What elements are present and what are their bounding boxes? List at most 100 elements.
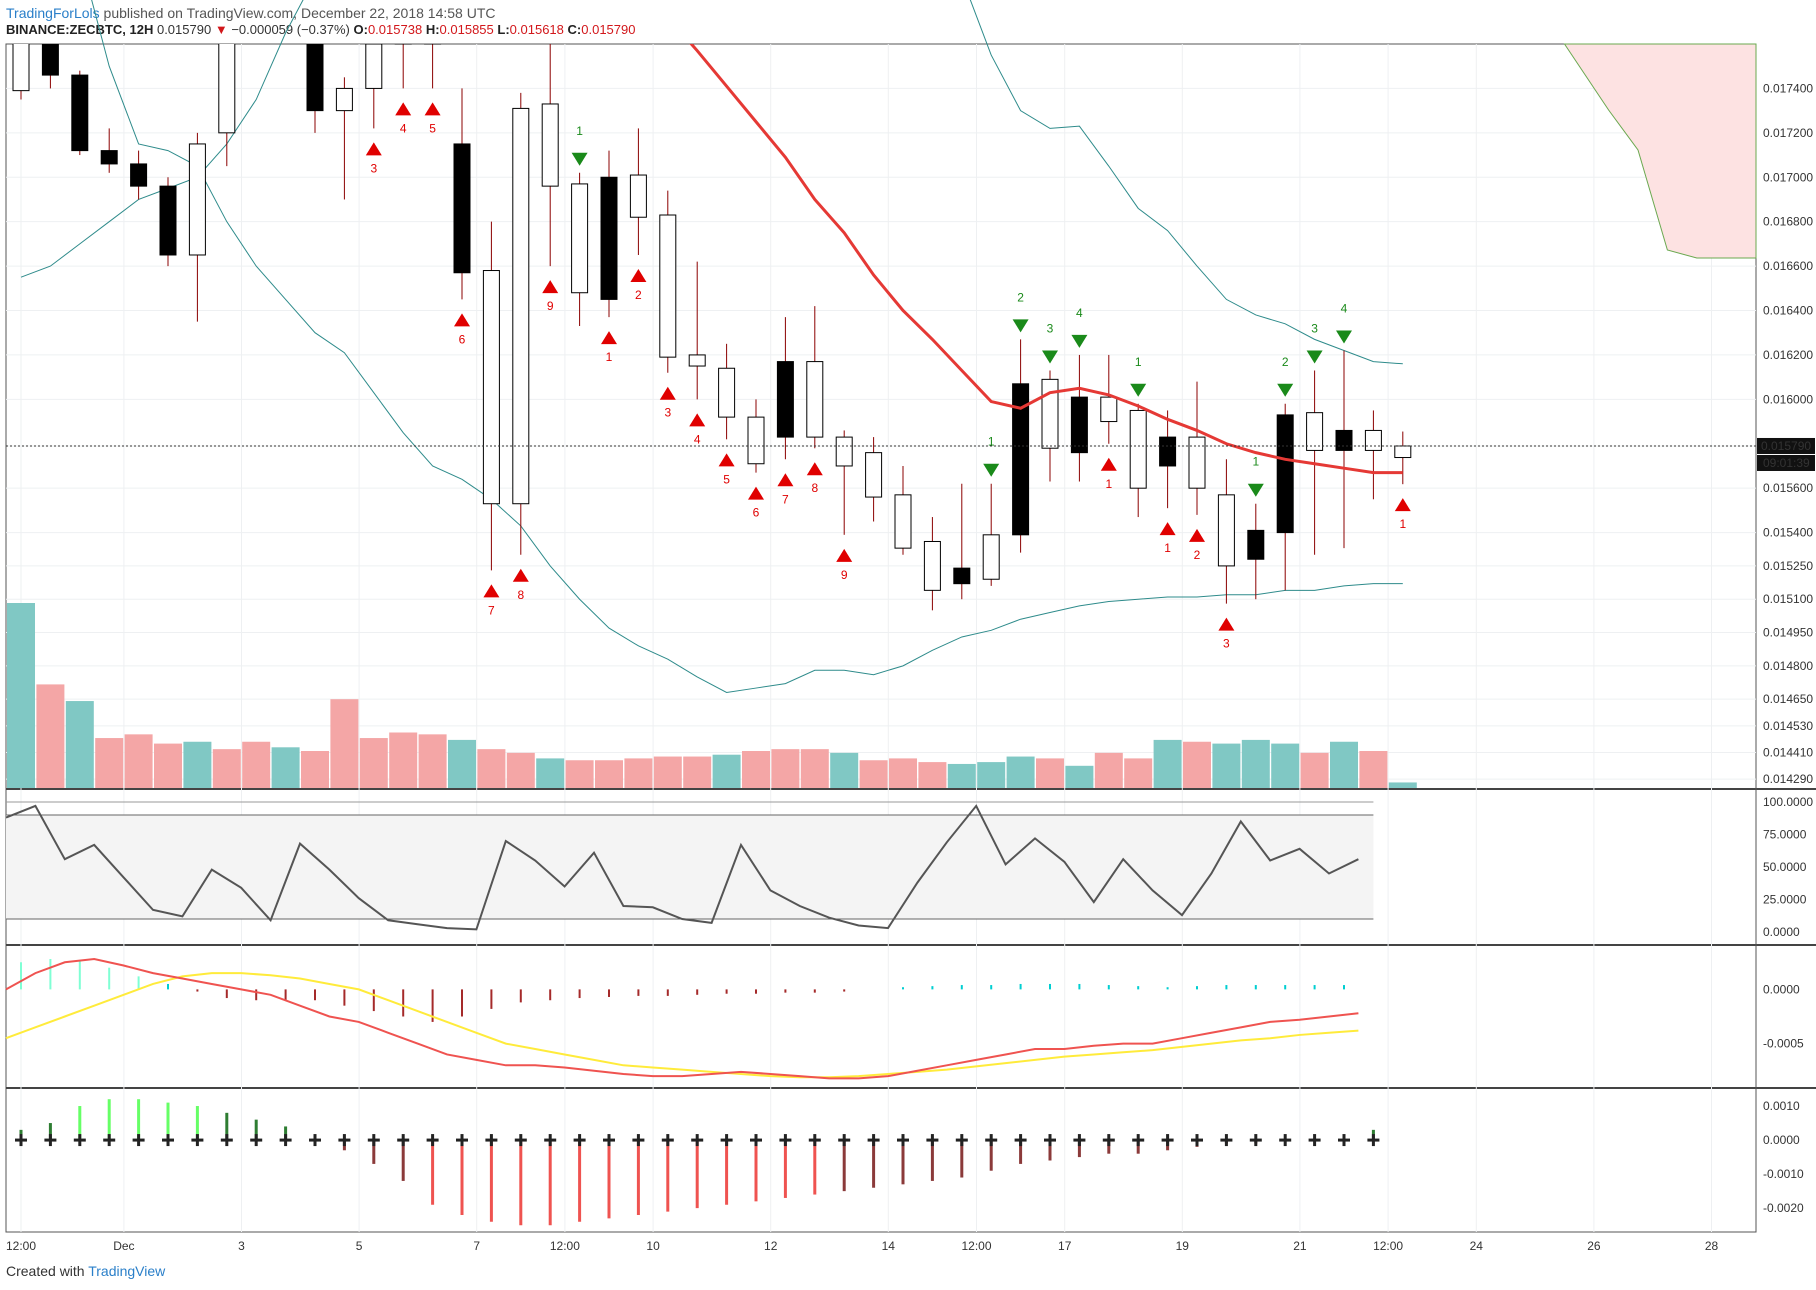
candle-body: [1159, 436, 1177, 467]
momentum-cross: [1249, 1134, 1262, 1147]
volume-bar: [1094, 752, 1123, 788]
td-buy-triangle: [1277, 383, 1294, 397]
volume-bar: [359, 738, 388, 788]
td-buy-triangle: [1012, 319, 1029, 333]
time-axis-label: 17: [1058, 1239, 1072, 1253]
candle-body: [806, 361, 824, 438]
td-buy-count: 1: [1252, 455, 1259, 469]
momentum-cross: [367, 1134, 380, 1147]
candle-body: [718, 367, 736, 418]
volume-bar: [418, 734, 447, 788]
momentum-cross: [897, 1134, 909, 1147]
candle-body: [1394, 445, 1412, 459]
candle-body: [159, 185, 177, 256]
candle-body: [100, 150, 118, 165]
td-buy-count: 4: [1076, 306, 1083, 320]
candle-body: [12, 44, 30, 92]
candle-body: [1188, 436, 1206, 489]
candle-body: [923, 540, 941, 591]
close-value: 0.015790: [581, 22, 636, 37]
stoch-tick-label: 100.0000: [1763, 795, 1813, 809]
price-tick-label: 0.015100: [1763, 592, 1813, 606]
candle-body: [1217, 494, 1235, 567]
price-tick-label: 0.014950: [1763, 626, 1813, 640]
candle-body: [659, 214, 677, 358]
volume-bar: [124, 734, 153, 788]
down-arrow-icon: ▼: [214, 22, 228, 37]
td-sell-triangle: [1189, 528, 1205, 542]
candle-body: [453, 143, 471, 274]
candle-body: [688, 354, 706, 367]
volume-bar: [1271, 743, 1300, 788]
td-sell-triangle: [601, 331, 617, 345]
candle-body: [482, 270, 500, 505]
candle-body: [424, 44, 442, 45]
price-tick-label: 0.016600: [1763, 259, 1813, 273]
momentum-cross: [103, 1134, 116, 1147]
tradingview-logo[interactable]: TradingView: [88, 1263, 166, 1279]
candle-body: [394, 44, 412, 45]
td-buy-count: 1: [988, 435, 995, 449]
td-buy-triangle: [571, 152, 588, 166]
momentum-cross: [220, 1134, 233, 1147]
momentum-cross: [15, 1134, 27, 1147]
candle-body: [1335, 429, 1353, 451]
candle-body: [1100, 396, 1118, 423]
time-axis-label: 19: [1176, 1239, 1190, 1253]
td-sell-triangle: [454, 313, 470, 327]
momentum-tick-label: -0.0010: [1763, 1167, 1804, 1181]
symbol-legend: BINANCE:ZECBTC, 12H 0.015790 ▼ −0.000059…: [6, 21, 635, 39]
momentum-cross: [514, 1134, 527, 1147]
td-sell-count: 1: [1164, 541, 1171, 555]
td-buy-count: 4: [1341, 301, 1348, 315]
momentum-cross: [1308, 1134, 1321, 1147]
stoch-tick-label: 75.0000: [1763, 828, 1807, 842]
candle-body: [865, 452, 883, 498]
td-sell-triangle: [718, 453, 735, 467]
volume-bar: [1065, 765, 1094, 788]
momentum-cross: [73, 1134, 86, 1147]
td-sell-count: 3: [664, 406, 671, 420]
momentum-cross: [44, 1134, 57, 1147]
candle-body: [953, 567, 971, 585]
volume-bar: [742, 751, 770, 788]
volume-bar: [154, 743, 182, 788]
td-sell-triangle: [630, 268, 647, 282]
td-sell-triangle: [395, 102, 412, 116]
momentum-cross: [1220, 1134, 1233, 1147]
td-sell-count: 1: [606, 350, 613, 364]
price-tick-label: 0.014530: [1763, 719, 1813, 733]
chart-frame: [5, 43, 1757, 1233]
momentum-cross: [1102, 1134, 1115, 1147]
momentum-cross: [603, 1134, 615, 1147]
momentum-tick-label: -0.0020: [1763, 1201, 1804, 1215]
author-link[interactable]: TradingForLols: [6, 5, 100, 21]
momentum-cross: [838, 1134, 851, 1147]
stoch-tick-label: 0.0000: [1763, 925, 1800, 939]
volume-bar: [565, 760, 594, 788]
td-buy-triangle: [1071, 334, 1088, 348]
td-sell-triangle: [512, 568, 529, 582]
bollinger-lower-line: [91, 0, 1403, 694]
stoch-band: [6, 815, 1374, 919]
volume-bar: [1241, 739, 1270, 788]
time-axis-label: 12:00: [550, 1239, 580, 1253]
candle-body: [71, 74, 89, 152]
candle-body: [600, 176, 618, 300]
time-axis-label: 24: [1470, 1239, 1484, 1253]
momentum-cross: [1132, 1134, 1145, 1147]
td-sell-triangle: [689, 413, 706, 427]
momentum-cross: [191, 1134, 204, 1147]
candle-body: [335, 87, 353, 112]
price-tick-label: 0.014800: [1763, 659, 1813, 673]
wavetrend-tick-label: 0.0000: [1763, 982, 1800, 996]
open-value: 0.015738: [367, 22, 423, 37]
momentum-cross: [632, 1134, 645, 1147]
cloud-area: [1563, 43, 1757, 259]
candle-body: [541, 103, 559, 187]
volume-bar: [1330, 741, 1358, 788]
momentum-tick-label: 0.0000: [1763, 1133, 1800, 1147]
open-label: O:: [353, 22, 368, 37]
td-sell-triangle: [836, 548, 853, 562]
